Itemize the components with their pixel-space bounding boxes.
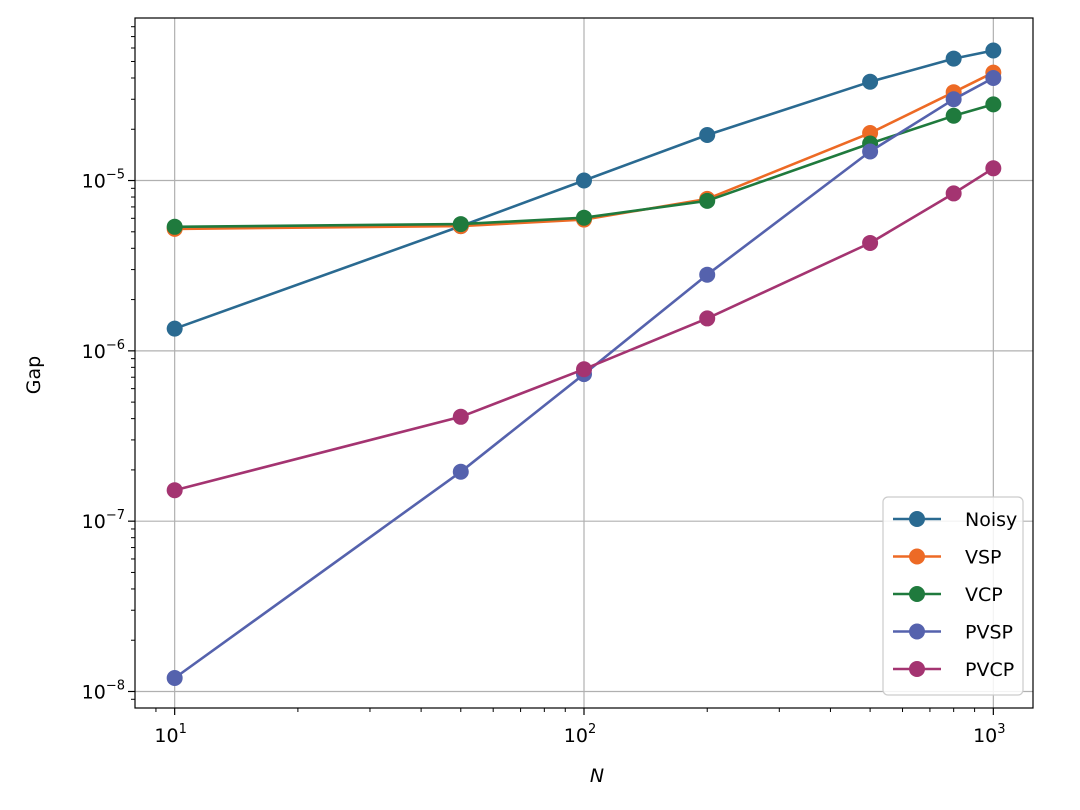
data-point-pvcp — [452, 408, 469, 425]
ticks: 101 102 103 10−8 10−7 10−6 10−5 — [82, 26, 1006, 747]
y-tick-label: 10−8 — [82, 678, 125, 703]
data-point-pvcp — [945, 185, 962, 202]
legend-label-vcp: VCP — [965, 584, 1003, 606]
data-point-pvsp — [452, 463, 469, 480]
data-point-pvsp — [945, 91, 962, 108]
legend-label-noisy: Noisy — [965, 509, 1017, 531]
legend-box — [882, 496, 1024, 696]
data-point-noisy — [985, 42, 1002, 59]
legend-swatch-marker — [909, 548, 925, 565]
data-point-pvsp — [862, 143, 879, 160]
legend: Noisy VSP VCP PVSP PVCP — [882, 496, 1024, 696]
x-tick-label: 102 — [564, 722, 596, 747]
data-point-pvcp — [862, 234, 879, 251]
data-point-noisy — [862, 73, 879, 90]
data-point-pvsp — [166, 670, 183, 687]
data-point-pvcp — [699, 310, 716, 327]
legend-swatch-marker — [909, 511, 925, 527]
series-layer — [166, 42, 1002, 687]
legend-swatch-marker — [909, 586, 925, 602]
data-point-pvcp — [576, 361, 592, 378]
y-tick-label: 10−7 — [82, 508, 125, 533]
legend-swatch-marker — [909, 661, 925, 677]
legend-label-pvcp: PVCP — [965, 659, 1014, 681]
data-point-pvsp — [699, 266, 716, 283]
data-point-vcp — [699, 192, 716, 209]
series-pvcp — [166, 160, 1002, 499]
legend-item-pvcp: PVCP — [893, 659, 1014, 681]
legend-item-pvsp: PVSP — [893, 622, 1013, 644]
data-point-vcp — [576, 209, 592, 226]
data-point-noisy — [166, 320, 183, 337]
data-point-vcp — [166, 218, 183, 235]
series-pvsp — [166, 69, 1002, 687]
y-axis-label: Gap — [23, 356, 45, 394]
x-tick-label: 101 — [154, 722, 186, 747]
legend-label-vsp: VSP — [965, 547, 1002, 569]
y-tick-label: 10−6 — [82, 338, 125, 363]
legend-label-pvsp: PVSP — [965, 622, 1013, 644]
legend-item-vsp: VSP — [893, 547, 1002, 569]
data-point-noisy — [699, 127, 716, 144]
x-tick-label: 103 — [973, 722, 1005, 747]
data-point-noisy — [576, 172, 592, 189]
data-point-noisy — [945, 50, 962, 67]
data-point-vcp — [945, 107, 962, 124]
y-tick-label: 10−5 — [82, 168, 125, 193]
data-point-pvsp — [985, 69, 1002, 86]
legend-swatch-marker — [909, 623, 925, 640]
data-point-vcp — [985, 96, 1002, 113]
series-vcp — [166, 96, 1002, 235]
legend-item-vcp: VCP — [893, 584, 1003, 606]
data-point-pvcp — [985, 160, 1002, 177]
x-axis-label: N — [590, 765, 604, 787]
legend-item-noisy: Noisy — [893, 509, 1017, 531]
data-point-vcp — [452, 216, 469, 233]
data-point-pvcp — [166, 482, 183, 499]
